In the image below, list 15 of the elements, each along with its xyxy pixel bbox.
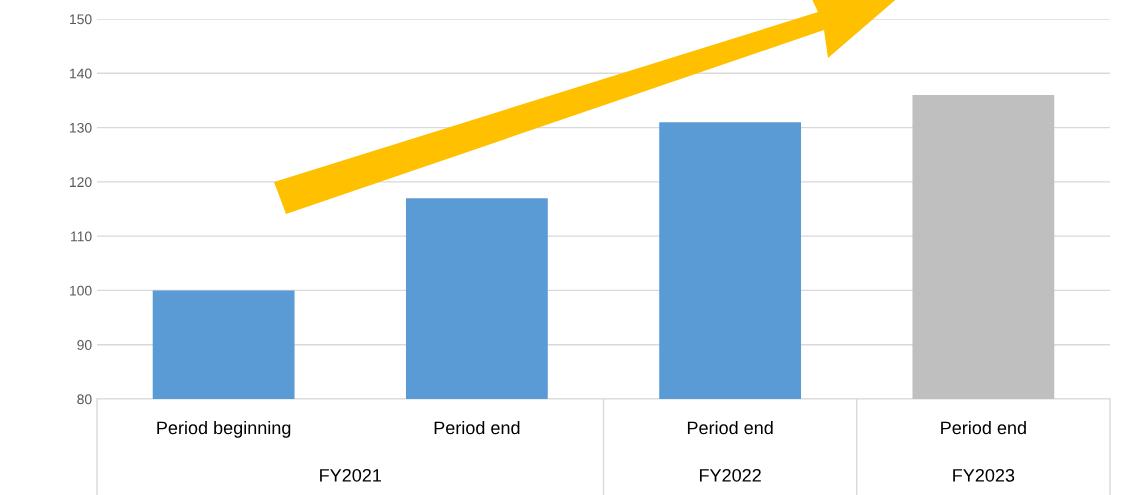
x-tick-label: Period end	[687, 420, 773, 435]
y-tick-label: 110	[71, 231, 92, 242]
x-tick-label: Period end	[434, 420, 520, 435]
y-tick-label: 120	[70, 177, 92, 188]
text: FY2023	[953, 468, 1015, 482]
y-tick-label: 150	[70, 14, 92, 25]
y-tick-label: 90	[77, 340, 92, 350]
x-tick-label: Period end	[941, 420, 1026, 435]
text: FY2021	[320, 468, 381, 482]
y-tick-label: 140	[70, 68, 92, 79]
text: FY2022	[699, 468, 761, 482]
y-tick-label: 130	[70, 122, 92, 133]
y-tick-label: 80	[77, 394, 92, 405]
y-tick-label: 100	[70, 285, 92, 296]
x-tick-label: Period beginning	[157, 420, 291, 438]
